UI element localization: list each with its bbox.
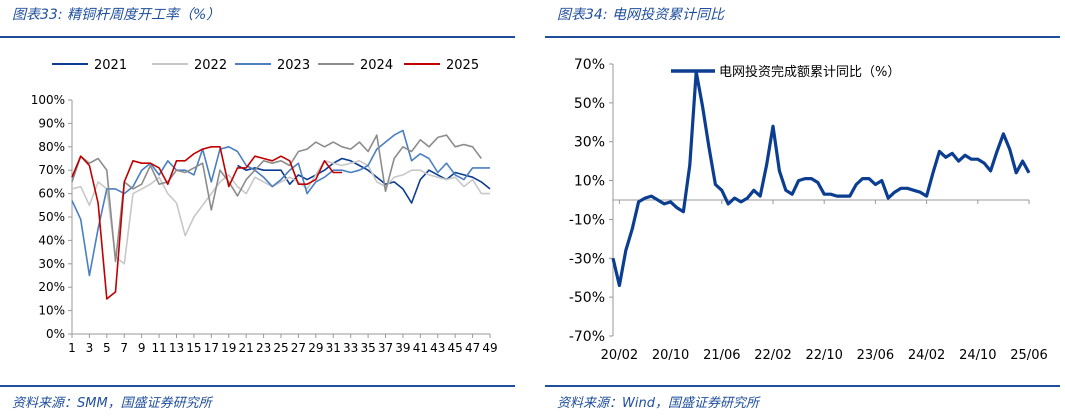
x-tick-label: 29 [308,341,323,355]
x-tick-label: 15 [186,341,201,355]
legend-label: 2021 [94,58,127,73]
x-tick-label: 17 [204,341,219,355]
y-tick-label: 30% [574,135,605,151]
x-tick-label: 1 [68,341,76,355]
series-line-2021 [237,157,491,204]
y-tick-label: -10% [569,212,605,228]
y-tick-label: 70% [574,57,605,73]
left-source-rule [0,385,515,387]
legend-item-2021: 2021 [52,58,127,73]
right-source-rule [545,385,1060,387]
right-chart-source: 资料来源：Wind，国盛证券研究所 [557,396,759,411]
x-tick-label: 39 [395,341,410,355]
y-tick-label: 60% [38,187,65,201]
right-title-rule [545,36,1060,38]
x-tick-label: 9 [138,341,146,355]
legend-label: 2024 [360,58,393,73]
x-tick-label: 24/02 [908,348,945,363]
legend-label: 2025 [446,58,479,73]
x-tick-label: 47 [465,341,480,355]
legend-item: 电网投资完成额累计同比（%） [671,64,900,80]
x-tick-label: 22/10 [805,348,842,363]
x-tick-label: 22/02 [754,348,791,363]
y-tick-label: 10% [574,174,605,190]
x-tick-label: 31 [326,341,341,355]
left-title-rule [0,36,515,38]
left-chart-title: 图表33: 精铜杆周度开工率（%） [12,7,221,23]
x-tick-label: 3 [86,341,94,355]
y-tick-label: -50% [569,290,605,306]
y-tick-label: 20% [38,280,65,294]
grid-investment-yoy-chart: -70% -50% -30% -10% 10% 30% 50% 70% 20/02 20/10 21… [569,57,1048,363]
series-line-2025 [71,146,342,300]
x-tick-label: 24/10 [959,348,996,363]
y-tick-label: 70% [38,163,65,177]
x-tick-label: 25 [273,341,288,355]
x-tick-label: 19 [221,341,236,355]
x-tick-label: 23/06 [857,348,894,363]
x-tick-label: 23 [256,341,271,355]
legend-item-2022: 2022 [152,58,227,73]
series-line-2023 [71,129,490,277]
legend-item-2025: 2025 [404,58,479,73]
legend-label: 2022 [194,58,227,73]
legend-label: 电网投资完成额累计同比（%） [719,64,900,80]
left-chart-panel: 图表33: 精铜杆周度开工率（%） 2021 2022 2023 2024 2025 0%… [0,0,520,416]
x-tick-label: 45 [448,341,463,355]
y-tick-label: 90% [38,116,65,130]
x-tick-label: 7 [120,341,128,355]
y-tick-label: -30% [569,251,605,267]
y-tick-label: 100% [31,93,65,107]
x-tick-label: 43 [430,341,445,355]
x-tick-label: 27 [291,341,306,355]
x-tick-label: 21/06 [703,348,740,363]
legend-label: 2023 [277,58,310,73]
x-tick-label: 35 [360,341,375,355]
right-chart-title: 图表34: 电网投资累计同比 [557,7,724,23]
series-line-grid-investment [611,70,1031,288]
y-tick-label: 50% [574,96,605,112]
x-tick-label: 33 [343,341,358,355]
copper-rod-operating-rate-chart: 2021 2022 2023 2024 2025 0% 10% 20% 30% 40% 50% 60%… [31,58,498,355]
x-tick-label: 25/06 [1010,348,1047,363]
y-tick-label: 0% [46,327,65,341]
x-tick-label: 13 [169,341,184,355]
x-tick-label: 20/10 [652,348,689,363]
legend-item-2023: 2023 [235,58,310,73]
series-line-2022 [71,160,490,265]
right-chart-panel: 图表34: 电网投资累计同比 -70% -50% -30% -10% 10% 30% 50%… [545,0,1065,416]
left-chart-source: 资料来源：SMM，国盛证券研究所 [12,396,212,411]
x-tick-label: 20/02 [601,348,638,363]
y-tick-label: 50% [38,210,65,224]
y-tick-label: -70% [569,329,605,345]
y-tick-label: 40% [38,233,65,247]
y-tick-label: 10% [38,304,65,318]
x-tick-label: 5 [103,341,111,355]
y-tick-label: 30% [38,257,65,271]
x-tick-label: 41 [413,341,428,355]
legend-item-2024: 2024 [318,58,393,73]
x-tick-label: 37 [378,341,393,355]
x-tick-label: 49 [482,341,497,355]
y-tick-label: 80% [38,140,65,154]
x-tick-label: 21 [239,341,254,355]
x-tick-label: 11 [151,341,166,355]
series-line-2024 [71,134,482,263]
